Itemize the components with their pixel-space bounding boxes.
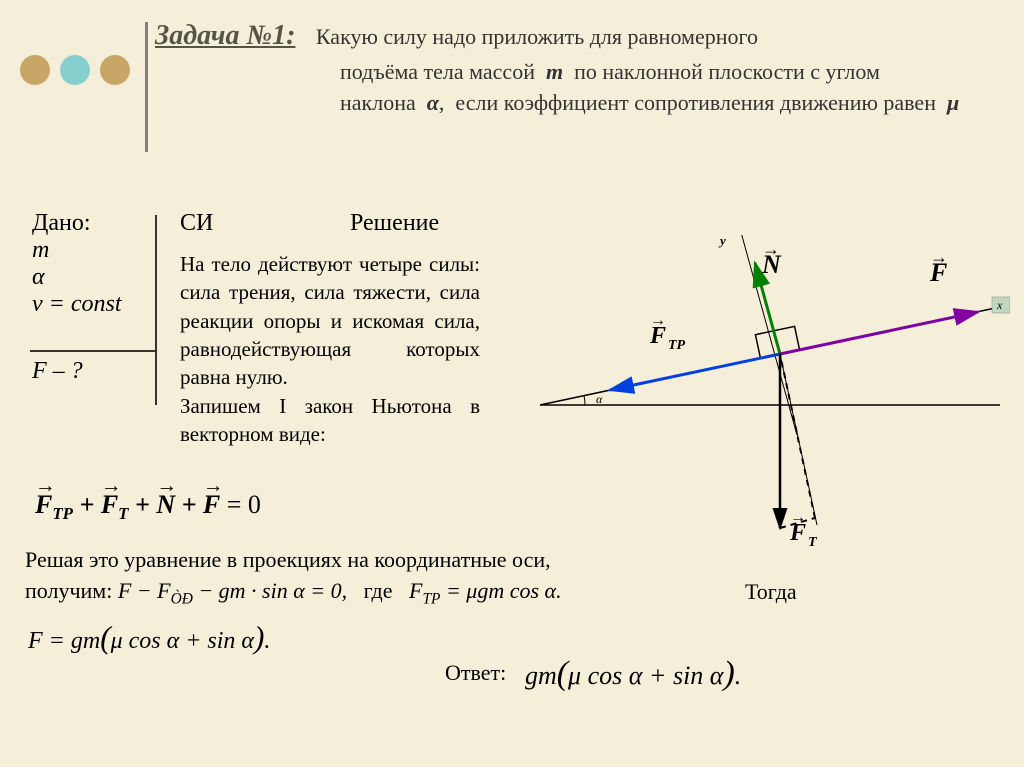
alpha-label: α bbox=[596, 392, 603, 406]
dot-1 bbox=[20, 55, 50, 85]
given-vertical-line bbox=[155, 215, 157, 405]
svg-text:Т: Т bbox=[808, 535, 818, 550]
final-equation: F = gm(μ cos α + sin α). bbox=[28, 620, 270, 656]
dot-3 bbox=[100, 55, 130, 85]
svg-text:→: → bbox=[930, 247, 948, 267]
given-block: Дано: m α v = const F – ? bbox=[32, 210, 122, 385]
solution-text: На тело действуют четыре силы: сила трен… bbox=[180, 250, 480, 448]
decor-dots bbox=[20, 55, 130, 85]
svg-text:→: → bbox=[650, 312, 666, 329]
given-alpha: α bbox=[32, 264, 122, 291]
x-axis-label: x bbox=[996, 298, 1003, 312]
solution-label: Решение bbox=[350, 210, 439, 237]
given-horizontal-line bbox=[30, 350, 155, 352]
problem-first-line: Какую силу надо приложить для равномерно… bbox=[299, 24, 758, 49]
dot-2 bbox=[60, 55, 90, 85]
y-axis-label: y bbox=[718, 235, 726, 248]
given-label: Дано: bbox=[32, 210, 122, 237]
task-label: Задача №1: bbox=[155, 20, 295, 51]
problem-text: подъёма тела массой m по наклонной плоск… bbox=[340, 57, 990, 119]
vector-equation: FТР + FТ + N + F = 0 bbox=[35, 490, 261, 524]
answer-label: Ответ: bbox=[445, 660, 506, 686]
svg-text:ТР: ТР bbox=[668, 338, 686, 353]
given-find: F – ? bbox=[32, 358, 122, 385]
title-divider bbox=[145, 22, 148, 152]
si-label: СИ bbox=[180, 210, 213, 237]
svg-text:→: → bbox=[762, 239, 780, 259]
answer-equation: gm(μ cos α + sin α). bbox=[525, 655, 741, 693]
title-row: Задача №1: Какую силу надо приложить для… bbox=[155, 20, 994, 53]
given-m: m bbox=[32, 237, 122, 264]
given-v: v = const bbox=[32, 291, 122, 318]
inclined-plane-diagram: α y x N → F → F ТР → F Т → bbox=[500, 235, 1010, 565]
